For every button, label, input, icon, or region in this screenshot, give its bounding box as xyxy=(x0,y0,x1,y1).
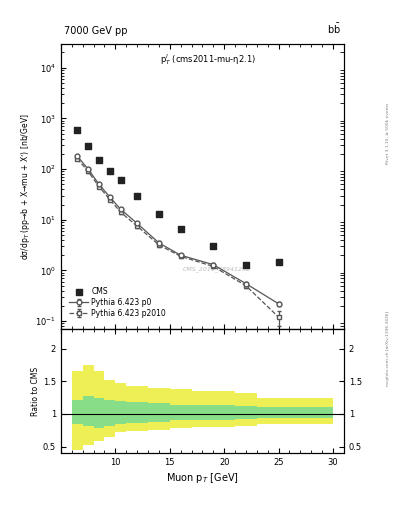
CMS xyxy=(210,242,217,250)
CMS xyxy=(85,142,91,151)
Text: b$\bar{\rm b}$: b$\bar{\rm b}$ xyxy=(327,23,341,36)
CMS xyxy=(118,176,124,184)
Legend: CMS, Pythia 6.423 p0, Pythia 6.423 p2010: CMS, Pythia 6.423 p0, Pythia 6.423 p2010 xyxy=(68,286,167,319)
Text: CMS_2011_S8941262: CMS_2011_S8941262 xyxy=(182,266,251,272)
CMS xyxy=(178,225,184,233)
Y-axis label: Ratio to CMS: Ratio to CMS xyxy=(31,367,40,416)
CMS xyxy=(74,125,81,134)
Y-axis label: dσ/dp$_T$ (pp→b + X→mu + X’) [nb/GeV]: dσ/dp$_T$ (pp→b + X→mu + X’) [nb/GeV] xyxy=(20,113,33,260)
CMS xyxy=(156,210,162,218)
CMS xyxy=(96,156,102,164)
CMS xyxy=(134,191,140,200)
Text: mcplots.cern.ch [arXiv:1306.3436]: mcplots.cern.ch [arXiv:1306.3436] xyxy=(386,311,390,386)
X-axis label: Muon p$_T$ [GeV]: Muon p$_T$ [GeV] xyxy=(166,471,239,485)
CMS xyxy=(107,167,113,176)
Text: p$^l_T$ (cms2011-mu-η2.1): p$^l_T$ (cms2011-mu-η2.1) xyxy=(160,52,256,67)
CMS xyxy=(243,261,249,269)
Text: Rivet 3.1.10, ≥ 500k events: Rivet 3.1.10, ≥ 500k events xyxy=(386,102,390,164)
Text: 7000 GeV pp: 7000 GeV pp xyxy=(64,27,127,36)
CMS xyxy=(275,258,282,266)
